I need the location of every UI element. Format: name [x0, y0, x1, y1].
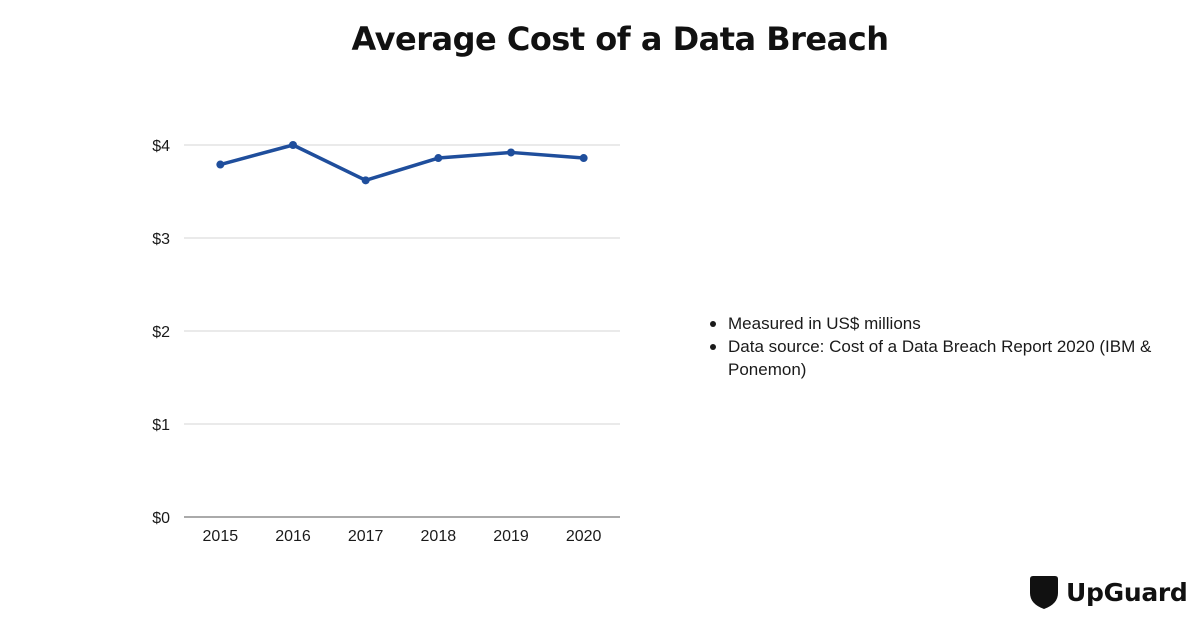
data-point	[216, 160, 225, 169]
x-tick-label: 2020	[566, 528, 602, 545]
x-axis-tick-labels: 2015 2016 2017 2018 2019 2020	[203, 528, 602, 545]
series-line	[219, 143, 584, 183]
x-tick-label: 2016	[275, 528, 311, 545]
notes-panel: Measured in US$ millions Data source: Co…	[708, 312, 1168, 381]
y-tick-label: $3	[152, 231, 170, 248]
x-tick-label: 2015	[203, 528, 239, 545]
upguard-shield-icon	[1030, 576, 1058, 609]
note-units: Measured in US$ millions	[708, 312, 1168, 335]
chart-title: Average Cost of a Data Breach	[351, 20, 889, 58]
data-point	[289, 141, 297, 149]
y-tick-label: $1	[152, 417, 170, 434]
grid-lines	[184, 144, 620, 425]
brand-logo: UpGuard	[1030, 574, 1188, 610]
data-point	[507, 148, 515, 157]
brand-name: UpGuard	[1066, 577, 1188, 607]
y-tick-label: $4	[152, 138, 170, 155]
y-tick-label: $0	[152, 510, 170, 527]
data-points	[216, 141, 588, 185]
note-source: Data source: Cost of a Data Breach Repor…	[708, 335, 1168, 381]
data-point	[361, 176, 370, 185]
x-tick-label: 2019	[493, 528, 529, 545]
data-point	[434, 154, 443, 163]
x-tick-label: 2017	[348, 528, 384, 545]
y-axis-tick-labels: $0 $1 $2 $3 $4	[152, 138, 170, 527]
line-chart: $0 $1 $2 $3 $4 2015 2016 2017 2018 2019 2020	[152, 138, 620, 545]
x-tick-label: 2018	[421, 528, 457, 545]
data-point	[579, 154, 588, 163]
y-tick-label: $2	[152, 324, 170, 341]
